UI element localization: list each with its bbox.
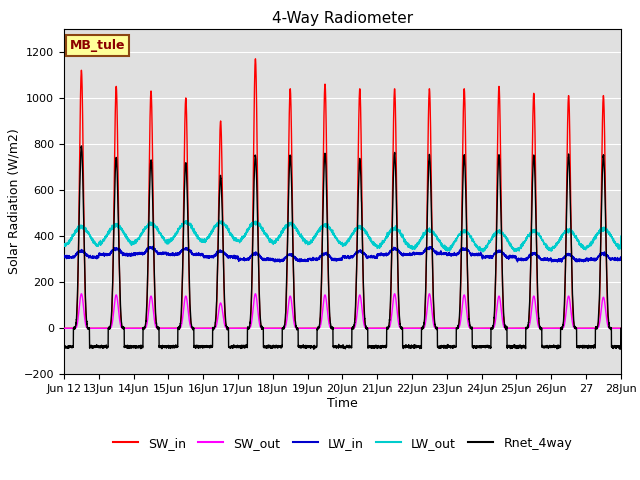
- SW_out: [537, 325, 545, 331]
- Rnet_4way: [617, 325, 625, 331]
- X-axis label: Time: Time: [327, 397, 358, 410]
- SW_out: [495, 293, 503, 299]
- Rnet_4way: [364, 327, 371, 333]
- Line: SW_out: SW_out: [64, 294, 621, 328]
- Text: MB_tule: MB_tule: [70, 39, 125, 52]
- Rnet_4way: [60, 344, 68, 350]
- Rnet_4way: [176, 324, 184, 329]
- SW_in: [364, 325, 371, 331]
- LW_out: [393, 228, 401, 233]
- Rnet_4way: [495, 154, 503, 159]
- Rnet_4way: [537, 326, 545, 332]
- LW_in: [393, 247, 401, 252]
- Title: 4-Way Radiometer: 4-Way Radiometer: [272, 11, 413, 26]
- Line: SW_in: SW_in: [64, 59, 621, 328]
- SW_in: [617, 325, 625, 331]
- Rnet_4way: [616, 347, 624, 352]
- LW_out: [364, 232, 371, 238]
- LW_out: [523, 234, 531, 240]
- LW_in: [149, 243, 157, 249]
- Y-axis label: Solar Radiation (W/m2): Solar Radiation (W/m2): [8, 129, 21, 275]
- LW_out: [175, 226, 183, 232]
- Rnet_4way: [523, 326, 531, 332]
- SW_out: [393, 307, 401, 312]
- LW_out: [537, 233, 545, 239]
- Rnet_4way: [393, 227, 401, 232]
- Legend: SW_in, SW_out, LW_in, LW_out, Rnet_4way: SW_in, SW_out, LW_in, LW_out, Rnet_4way: [108, 432, 577, 455]
- LW_in: [364, 255, 371, 261]
- LW_in: [537, 257, 545, 263]
- SW_out: [617, 325, 625, 331]
- LW_in: [557, 259, 565, 265]
- Rnet_4way: [77, 143, 85, 149]
- SW_out: [176, 325, 184, 331]
- SW_out: [77, 291, 85, 297]
- SW_out: [523, 325, 531, 331]
- SW_in: [393, 213, 401, 218]
- LW_out: [479, 249, 487, 255]
- SW_in: [252, 56, 259, 62]
- LW_in: [495, 248, 503, 254]
- LW_out: [60, 241, 68, 247]
- SW_in: [60, 325, 68, 331]
- SW_out: [364, 325, 371, 331]
- LW_out: [216, 217, 223, 223]
- LW_in: [60, 253, 68, 259]
- LW_out: [495, 229, 503, 235]
- Line: LW_in: LW_in: [64, 246, 621, 262]
- SW_in: [523, 325, 531, 331]
- LW_in: [523, 257, 531, 263]
- SW_in: [537, 325, 545, 331]
- Line: Rnet_4way: Rnet_4way: [64, 146, 621, 349]
- Line: LW_out: LW_out: [64, 220, 621, 252]
- LW_out: [617, 233, 625, 239]
- SW_out: [60, 325, 68, 331]
- SW_in: [495, 85, 503, 91]
- LW_in: [617, 254, 625, 260]
- SW_in: [175, 325, 183, 331]
- LW_in: [176, 250, 184, 256]
